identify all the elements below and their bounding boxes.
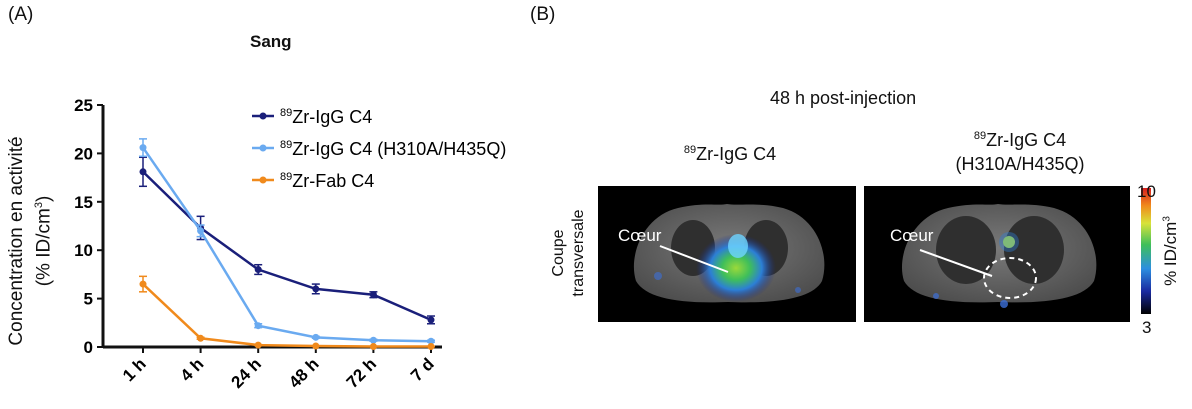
data-point (369, 343, 377, 351)
series-line (142, 170, 432, 322)
data-point (139, 280, 147, 288)
data-point (427, 316, 435, 324)
data-point (254, 341, 262, 349)
data-point (254, 322, 262, 330)
image2-title: 89Zr-IgG C4 (H310A/H435Q) (955, 130, 1085, 174)
colorbar (1141, 188, 1151, 314)
series-line (142, 283, 431, 348)
image1-title: 89Zr-IgG C4 (683, 144, 777, 164)
data-point (139, 144, 147, 152)
panel-b-label: (B) (530, 4, 556, 25)
y-tick-label: 20 (74, 144, 93, 163)
panel-b-header: 48 h post-injection (770, 88, 917, 108)
legend-marker (259, 176, 267, 184)
y-tick-label: 5 (84, 290, 93, 309)
y-axis-label: Concentration en activité (% ID/cm3) (5, 121, 55, 361)
legend-marker (259, 112, 267, 120)
x-tick-label: 48 h (285, 354, 322, 391)
pet-image-igg-mutant: Cœur (864, 186, 1130, 322)
y-tick-label: 0 (84, 338, 93, 357)
y-tick-label: 15 (74, 193, 93, 212)
data-point (312, 285, 320, 293)
blood-concentration-chart: 0 5 10 15 20 25 1 h 4 h 24 h 48 h 72 h 7 d 89Zr-IgG … (74, 96, 506, 392)
data-point (254, 266, 262, 274)
pet-image-igg: Cœur (598, 186, 856, 322)
section-side-label: Coupe transversale (550, 209, 587, 297)
data-point (427, 337, 435, 345)
heart-annotation-2: Cœur (890, 226, 934, 245)
chart-title: Sang (250, 32, 292, 51)
data-point (427, 343, 435, 351)
data-point (139, 168, 147, 176)
x-tick-label: 7 d (407, 354, 438, 385)
y-tick-label: 25 (74, 96, 93, 115)
series-line (141, 146, 432, 343)
data-point (312, 342, 320, 350)
colorbar-label: % ID/cm3 (1161, 216, 1180, 286)
heart-annotation-1: Cœur (618, 226, 662, 245)
y-axis-label-line1: Concentration en activité (6, 136, 27, 346)
legend-marker (259, 144, 267, 152)
x-tick-label: 24 h (228, 354, 265, 391)
x-tick-label: 72 h (343, 354, 380, 391)
x-tick-label: 4 h (177, 354, 208, 385)
data-point (197, 334, 205, 342)
legend-entry: 89Zr-IgG C4 (H310A/H435Q) (280, 139, 506, 159)
data-point (369, 336, 377, 344)
data-point (369, 291, 377, 299)
panel-a-label: (A) (8, 4, 34, 25)
y-tick-label: 10 (74, 241, 93, 260)
data-point (197, 227, 205, 235)
legend-entry: 89Zr-Fab C4 (280, 171, 374, 191)
legend-entry: 89Zr-IgG C4 (280, 107, 372, 127)
colorbar-max: 10 (1137, 182, 1156, 201)
data-point (312, 333, 320, 341)
y-axis-label-line2: (% ID/cm3) (33, 195, 55, 287)
colorbar-min: 3 (1142, 318, 1152, 337)
x-tick-label: 1 h (119, 354, 150, 385)
